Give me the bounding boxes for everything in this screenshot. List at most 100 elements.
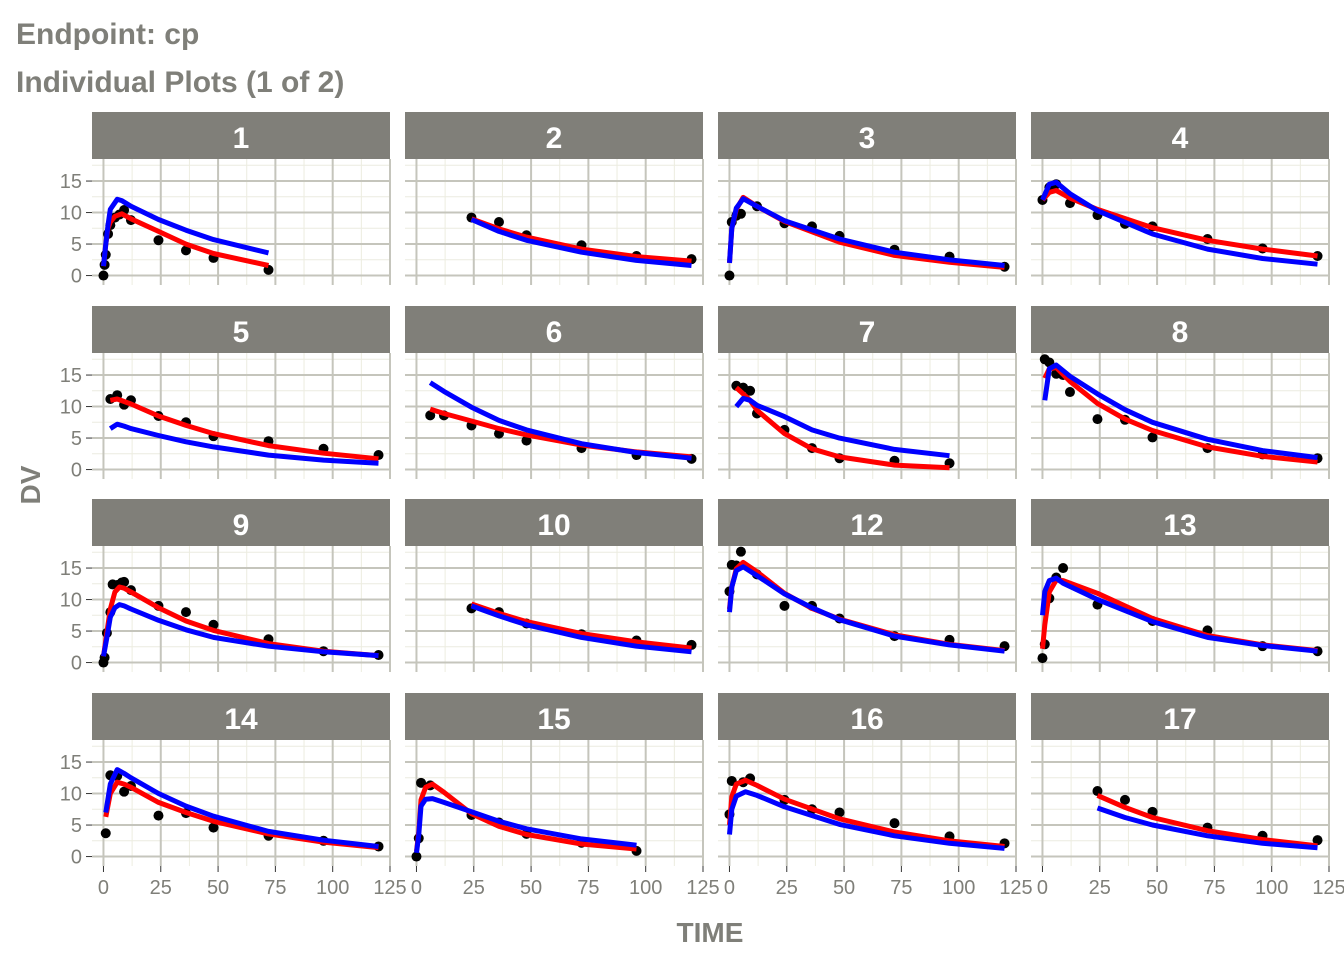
observed-point [425, 410, 436, 421]
x-tick-label: 50 [833, 877, 855, 899]
pred-line [727, 564, 1005, 654]
y-tick-label: 10 [60, 397, 82, 419]
observed-point [153, 235, 164, 246]
strip-6 [405, 306, 703, 353]
pred-line [428, 380, 692, 461]
strip-label-4: 4 [1172, 122, 1189, 155]
ipred-line [1042, 365, 1318, 465]
y-tick-label: 5 [71, 815, 82, 837]
y-axis-title: DV [15, 465, 46, 504]
y-tick-label: 15 [60, 558, 82, 580]
ipred-line [727, 777, 1005, 849]
x-tick-label: 0 [411, 877, 422, 899]
strip-15 [405, 693, 703, 740]
strip-4 [1031, 112, 1329, 159]
y-tick-label: 15 [60, 171, 82, 193]
y-tick-label: 15 [60, 752, 82, 774]
observed-point [1147, 432, 1158, 443]
y-tick-label: 5 [71, 234, 82, 256]
strip-label-1: 1 [233, 122, 250, 155]
observed-point [889, 818, 900, 829]
ipred-line [727, 194, 1005, 270]
x-tick-label: 100 [942, 877, 975, 899]
x-tick-label: 100 [1255, 877, 1288, 899]
y-tick-label: 10 [60, 590, 82, 612]
panel-10: 10 [405, 499, 704, 672]
panel-3: 3 [718, 112, 1017, 285]
strip-label-14: 14 [224, 703, 258, 736]
strip-13 [1031, 499, 1329, 546]
x-tick-label: 50 [1146, 877, 1168, 899]
y-tick-label: 0 [71, 266, 82, 288]
observed-point [119, 576, 130, 587]
panel-12: 12 [718, 499, 1017, 672]
x-tick-label: 100 [629, 877, 662, 899]
minor-grid [1031, 546, 1329, 672]
panel-9: 9 0 5 10 15 [60, 499, 391, 675]
title-endpoint: Endpoint: cp [16, 18, 199, 51]
ipred-line [101, 584, 379, 659]
panel-4: 4 [1031, 112, 1330, 285]
major-grid [92, 353, 391, 479]
ipred-line [470, 601, 692, 651]
x-tick-label: 0 [98, 877, 109, 899]
major-grid [1031, 546, 1330, 672]
strip-2 [405, 112, 703, 159]
ipred-line [734, 385, 950, 471]
x-tick-label: 50 [207, 877, 229, 899]
strip-label-17: 17 [1163, 703, 1196, 736]
x-tick-label: 75 [1203, 877, 1225, 899]
observed-point [1092, 786, 1103, 797]
minor-grid [1031, 159, 1329, 285]
pred-line [1040, 179, 1318, 267]
ipred-line [429, 406, 692, 460]
strip-9 [92, 499, 390, 546]
x-tick-label: 25 [776, 877, 798, 899]
panel-17: 17 0 25 50 75 100 125 [1031, 693, 1344, 899]
major-grid [405, 159, 704, 285]
pred-line [103, 767, 379, 849]
x-tick-label: 0 [724, 877, 735, 899]
ipred-line [1096, 793, 1318, 849]
observed-point [208, 822, 219, 833]
observed-point [1092, 414, 1103, 425]
major-grid [405, 353, 704, 479]
observed-point [119, 786, 130, 797]
strip-label-8: 8 [1172, 316, 1189, 349]
observed-point [745, 385, 756, 396]
x-axis-title: TIME [677, 917, 744, 948]
strip-label-9: 9 [233, 509, 250, 542]
strip-label-15: 15 [537, 703, 570, 736]
pred-line [108, 421, 379, 466]
panel-2: 2 [405, 112, 704, 285]
strip-label-7: 7 [859, 316, 876, 349]
strip-8 [1031, 306, 1329, 353]
panel-15: 15 0 25 50 75 100 125 [405, 693, 720, 899]
observed-point [180, 245, 191, 256]
x-tick-label: 125 [999, 877, 1032, 899]
pred-line [101, 196, 270, 267]
pred-line [414, 796, 637, 854]
major-grid [405, 546, 704, 672]
x-tick-label: 25 [150, 877, 172, 899]
minor-grid [92, 353, 390, 479]
y-tick-label: 0 [71, 460, 82, 482]
observed-point [1037, 653, 1048, 664]
x-tick-label: 0 [1037, 877, 1048, 899]
observed-point [735, 546, 746, 557]
pred-line [727, 789, 1005, 851]
observed-point [834, 807, 845, 818]
major-grid [718, 353, 1017, 479]
strip-16 [718, 693, 1016, 740]
ipred-line [103, 779, 379, 851]
observed-point [1058, 563, 1069, 574]
pred-line [101, 602, 379, 659]
observed-point [100, 828, 111, 839]
minor-grid [718, 546, 1016, 672]
minor-grid [718, 740, 1016, 866]
x-tick-label: 125 [373, 877, 406, 899]
strip-label-10: 10 [537, 509, 570, 542]
